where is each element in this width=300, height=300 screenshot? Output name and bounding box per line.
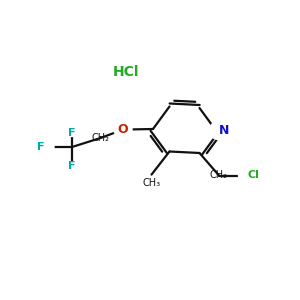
Circle shape [209, 122, 227, 140]
Text: CH₂: CH₂ [210, 170, 228, 181]
Circle shape [63, 162, 81, 180]
Circle shape [36, 138, 54, 156]
Text: F: F [68, 128, 76, 137]
Text: F: F [38, 142, 45, 152]
Circle shape [63, 118, 81, 136]
Circle shape [114, 121, 132, 139]
Circle shape [238, 167, 256, 184]
Text: O: O [118, 123, 128, 136]
Text: Cl: Cl [248, 170, 260, 181]
Text: CH₃: CH₃ [142, 178, 160, 188]
Text: CH₂: CH₂ [92, 133, 110, 143]
Text: F: F [68, 161, 76, 171]
Text: HCl: HCl [113, 65, 139, 79]
Text: N: N [218, 124, 229, 137]
